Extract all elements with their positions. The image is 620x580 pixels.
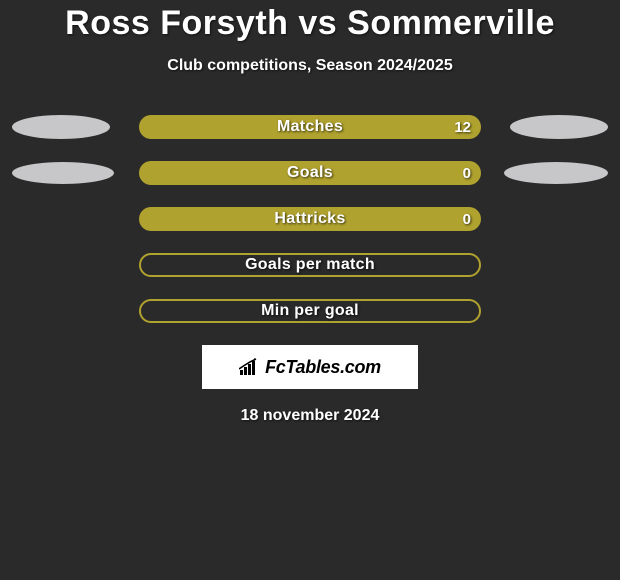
right-blob bbox=[504, 162, 608, 184]
logo-box: FcTables.com bbox=[202, 345, 418, 389]
stat-row: Hattricks 0 bbox=[0, 207, 620, 231]
left-blob bbox=[12, 115, 110, 139]
stat-row: Goals 0 bbox=[0, 161, 620, 185]
bar-chart-icon bbox=[239, 358, 261, 376]
player2-name: Sommerville bbox=[347, 4, 555, 42]
stat-value-right: 12 bbox=[454, 119, 471, 136]
player1-name: Ross Forsyth bbox=[65, 4, 288, 42]
stat-label: Min per goal bbox=[261, 302, 359, 320]
stat-bar: Hattricks 0 bbox=[139, 207, 481, 231]
stat-bar: Goals 0 bbox=[139, 161, 481, 185]
comparison-card: Ross Forsyth vs Sommerville Club competi… bbox=[0, 0, 620, 425]
stat-value-right: 0 bbox=[463, 165, 471, 182]
stat-label: Goals bbox=[287, 164, 333, 182]
stat-row: Goals per match bbox=[0, 253, 620, 277]
stat-label: Matches bbox=[277, 118, 343, 136]
stat-label: Goals per match bbox=[245, 256, 375, 274]
stat-value-right: 0 bbox=[463, 211, 471, 228]
date-text: 18 november 2024 bbox=[0, 407, 620, 425]
stat-row: Min per goal bbox=[0, 299, 620, 323]
vs-text: vs bbox=[298, 4, 337, 42]
stat-bar: Min per goal bbox=[139, 299, 481, 323]
subtitle: Club competitions, Season 2024/2025 bbox=[0, 57, 620, 75]
logo-text: FcTables.com bbox=[265, 357, 381, 378]
page-title: Ross Forsyth vs Sommerville bbox=[0, 4, 620, 43]
right-blob bbox=[510, 115, 608, 139]
stat-rows: Matches 12 Goals 0 Hattricks 0 Goals per match… bbox=[0, 115, 620, 323]
stat-bar: Goals per match bbox=[139, 253, 481, 277]
stat-row: Matches 12 bbox=[0, 115, 620, 139]
stat-label: Hattricks bbox=[274, 210, 345, 228]
logo: FcTables.com bbox=[239, 357, 381, 378]
left-blob bbox=[12, 162, 114, 184]
stat-bar: Matches 12 bbox=[139, 115, 481, 139]
